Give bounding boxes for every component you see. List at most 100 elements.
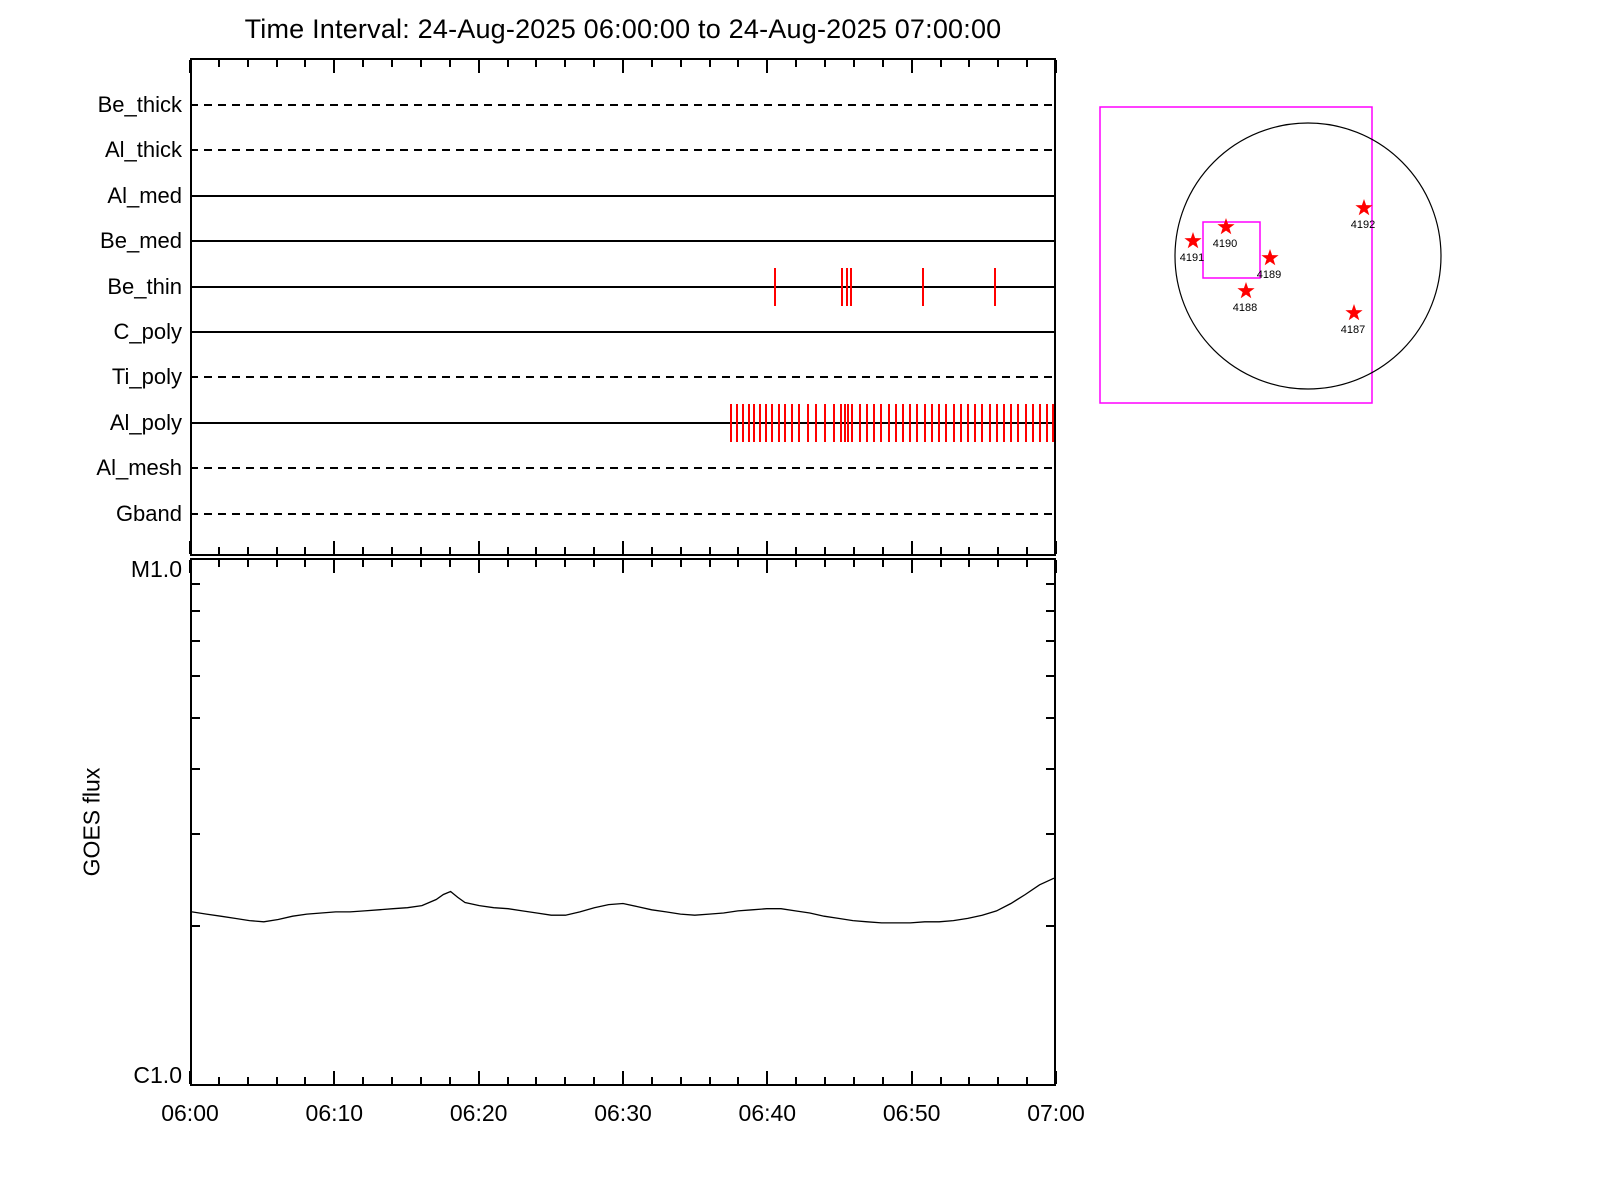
axis-tick bbox=[333, 1071, 335, 1084]
axis-tick bbox=[882, 1077, 884, 1084]
exposure-tick bbox=[759, 403, 762, 442]
active-region-star bbox=[1261, 249, 1279, 266]
axis-tick bbox=[824, 547, 826, 554]
axis-tick bbox=[304, 1077, 306, 1084]
axis-tick bbox=[1046, 640, 1054, 643]
axis-tick bbox=[276, 560, 278, 567]
axis-tick bbox=[362, 560, 364, 567]
axis-tick bbox=[333, 541, 335, 554]
axis-tick bbox=[997, 547, 999, 554]
axis-tick bbox=[189, 541, 191, 554]
axis-tick bbox=[564, 560, 566, 567]
exposure-tick bbox=[887, 403, 890, 442]
axis-tick bbox=[362, 60, 364, 67]
axis-tick bbox=[997, 1077, 999, 1084]
axis-tick bbox=[737, 60, 739, 67]
axis-tick bbox=[651, 560, 653, 567]
axis-tick bbox=[968, 560, 970, 567]
axis-tick bbox=[680, 60, 682, 67]
axis-tick bbox=[1026, 547, 1028, 554]
axis-tick bbox=[911, 541, 913, 554]
axis-tick bbox=[737, 560, 739, 567]
axis-tick bbox=[420, 547, 422, 554]
filter-row-label: Be_thick bbox=[97, 92, 182, 117]
active-region-label: 4191 bbox=[1180, 252, 1204, 264]
axis-tick bbox=[391, 60, 393, 67]
axis-tick bbox=[882, 560, 884, 567]
axis-tick bbox=[795, 60, 797, 67]
axis-tick bbox=[218, 1077, 220, 1084]
axis-tick bbox=[651, 1077, 653, 1084]
active-region-label: 4192 bbox=[1351, 219, 1375, 231]
exposure-tick bbox=[1024, 403, 1027, 442]
axis-tick bbox=[535, 60, 537, 67]
axis-tick bbox=[564, 1077, 566, 1084]
axis-tick bbox=[507, 1077, 509, 1084]
exposure-tick bbox=[995, 403, 998, 442]
exposure-tick bbox=[741, 403, 744, 442]
filter-row-label: Al_med bbox=[107, 182, 182, 208]
axis-tick bbox=[1046, 582, 1054, 585]
exposure-tick bbox=[824, 403, 827, 442]
axis-tick bbox=[391, 547, 393, 554]
exposure-tick bbox=[909, 403, 912, 442]
axis-tick bbox=[1046, 609, 1054, 612]
filter-row-line bbox=[190, 149, 1056, 152]
exposure-tick bbox=[730, 403, 733, 442]
axis-tick bbox=[622, 560, 624, 573]
active-region-label: 4188 bbox=[1233, 302, 1257, 314]
exposure-tick bbox=[945, 403, 948, 442]
exposure-tick bbox=[930, 403, 933, 442]
axis-tick bbox=[276, 547, 278, 554]
axis-tick bbox=[593, 560, 595, 567]
active-region-label: 4189 bbox=[1257, 269, 1281, 281]
axis-tick bbox=[737, 547, 739, 554]
axis-tick bbox=[709, 560, 711, 567]
x-axis-tick-label: 06:10 bbox=[305, 1100, 364, 1126]
axis-tick bbox=[651, 60, 653, 67]
exposure-tick bbox=[994, 267, 997, 306]
axis-tick bbox=[449, 60, 451, 67]
axis-tick bbox=[853, 1077, 855, 1084]
filter-row-line bbox=[190, 285, 1056, 288]
axis-tick bbox=[940, 560, 942, 567]
axis-tick bbox=[535, 560, 537, 567]
exposure-tick bbox=[783, 403, 786, 442]
axis-tick bbox=[304, 560, 306, 567]
axis-tick bbox=[192, 640, 200, 643]
filter-row-label: Be_thin bbox=[107, 273, 182, 299]
axis-tick bbox=[824, 60, 826, 67]
axis-tick bbox=[622, 60, 624, 73]
goes-flux-curve bbox=[192, 877, 1054, 924]
axis-tick bbox=[795, 560, 797, 567]
axis-tick bbox=[391, 1077, 393, 1084]
exposure-tick bbox=[777, 403, 780, 442]
exposure-tick bbox=[839, 403, 842, 442]
goes-flux-panel bbox=[190, 558, 1056, 1086]
exposure-tick bbox=[880, 403, 883, 442]
exposure-tick bbox=[850, 267, 853, 306]
axis-tick bbox=[507, 560, 509, 567]
axis-tick bbox=[478, 1071, 480, 1084]
axis-tick bbox=[247, 60, 249, 67]
axis-tick bbox=[766, 541, 768, 554]
exposure-tick bbox=[966, 403, 969, 442]
filter-row-label: C_poly bbox=[113, 319, 182, 344]
axis-tick bbox=[824, 1077, 826, 1084]
x-axis-tick-label: 06:30 bbox=[594, 1100, 652, 1126]
exposure-tick bbox=[747, 403, 750, 442]
exposure-tick bbox=[753, 403, 756, 442]
axis-tick bbox=[449, 560, 451, 567]
axis-tick bbox=[420, 1077, 422, 1084]
exposure-tick bbox=[873, 403, 876, 442]
x-axis-tick-label: 06:40 bbox=[738, 1100, 797, 1126]
axis-tick bbox=[968, 547, 970, 554]
x-axis-tick-label: 06:00 bbox=[161, 1100, 219, 1126]
exposure-tick bbox=[1039, 403, 1042, 442]
axis-tick bbox=[968, 1077, 970, 1084]
axis-tick bbox=[968, 60, 970, 67]
axis-tick bbox=[795, 1077, 797, 1084]
axis-tick bbox=[304, 547, 306, 554]
target-region-rect bbox=[1202, 221, 1261, 279]
axis-tick bbox=[1055, 60, 1057, 73]
